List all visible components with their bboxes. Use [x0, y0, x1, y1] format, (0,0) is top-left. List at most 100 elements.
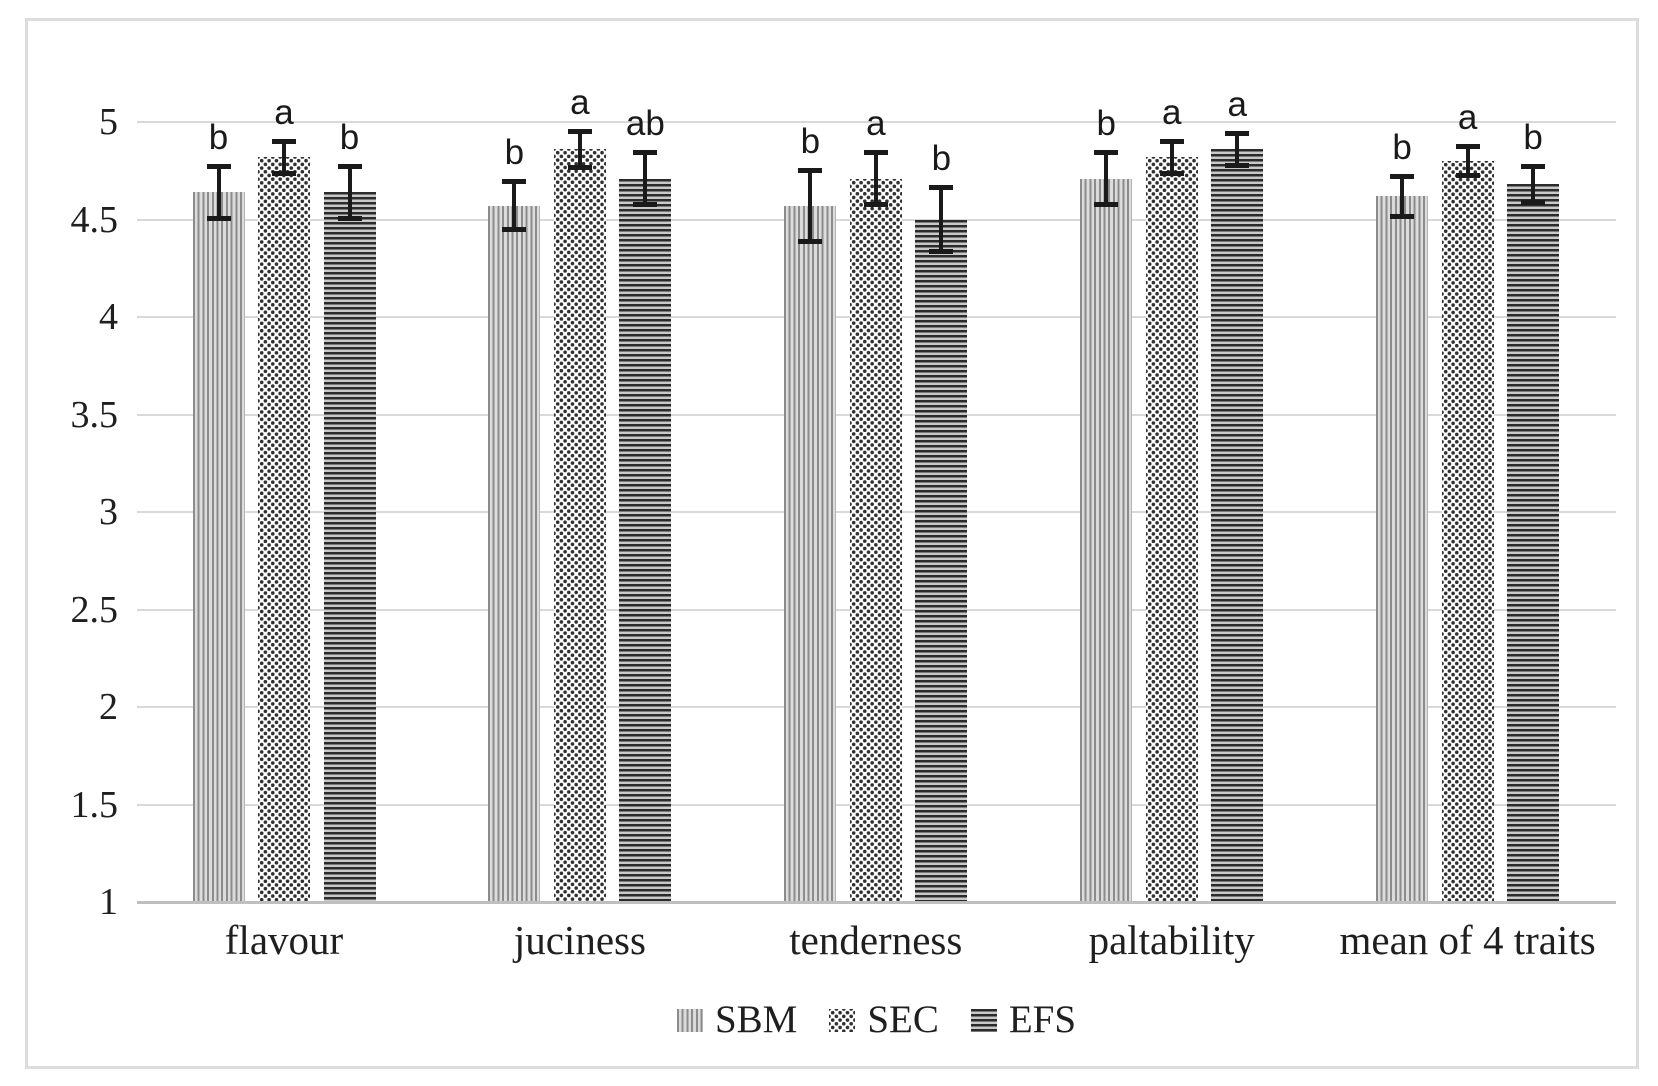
- sig-letter-SEC-tenderness: a: [866, 104, 886, 144]
- errorbar-cap-bottom-EFS-juciness: [633, 201, 658, 207]
- ytick-1: 1: [99, 881, 118, 923]
- errorbar-cap-top-SEC-paltability: [1159, 138, 1184, 144]
- errorbar-line-EFS-juciness: [643, 153, 648, 204]
- errorbar-cap-bottom-SEC-flavour: [272, 170, 296, 176]
- bar-SEC-juciness: [553, 149, 606, 902]
- errorbar-line-SBM-flavour: [216, 166, 221, 218]
- bar-SBM-paltability: [1080, 178, 1133, 902]
- sig-letter-SEC-juciness: a: [570, 82, 590, 122]
- errorbar-line-SEC-flavour: [282, 141, 286, 173]
- errorbar-line-SEC-paltability: [1169, 141, 1174, 173]
- sig-letter-SBM-paltability: b: [1096, 104, 1116, 144]
- legend-label-SEC: SEC: [867, 998, 939, 1041]
- errorbar-cap-bottom-SEC-paltability: [1159, 170, 1184, 176]
- bar-SEC-mean of 4 traits: [1441, 161, 1494, 902]
- errorbar-line-EFS-flavour: [347, 166, 352, 218]
- sig-letter-EFS-juciness: ab: [625, 104, 665, 144]
- errorbar-cap-top-SEC-tenderness: [863, 150, 888, 156]
- ytick-3: 3: [99, 491, 118, 533]
- bar-SEC-paltability: [1145, 157, 1198, 902]
- ytick-3.5: 3.5: [70, 393, 119, 436]
- ytick-4.5: 4.5: [70, 198, 119, 241]
- errorbar-cap-bottom-SEC-mean of 4 traits: [1455, 172, 1480, 178]
- sig-letter-EFS-paltability: a: [1227, 84, 1247, 124]
- errorbar-cap-bottom-SBM-juciness: [502, 227, 527, 233]
- errorbar-cap-top-EFS-juciness: [633, 150, 658, 156]
- xlabel-mean of 4 traits: mean of 4 traits: [1339, 917, 1596, 963]
- errorbar-cap-top-SBM-juciness: [502, 179, 527, 185]
- errorbar-cap-bottom-SEC-tenderness: [863, 201, 888, 207]
- errorbar-line-EFS-paltability: [1235, 133, 1240, 165]
- gridline-5: [137, 121, 1616, 123]
- sig-letter-EFS-tenderness: b: [931, 139, 952, 179]
- bar-SBM-juciness: [488, 205, 541, 902]
- legend-item-SBM: SBM: [676, 998, 798, 1042]
- sig-letter-SEC-flavour: a: [274, 92, 294, 132]
- xlabel-juciness: juciness: [513, 917, 646, 963]
- ytick-2.5: 2.5: [70, 588, 119, 631]
- errorbar-cap-bottom-EFS-tenderness: [929, 248, 954, 254]
- errorbar-line-SBM-paltability: [1104, 153, 1109, 204]
- errorbar-line-SEC-mean of 4 traits: [1465, 147, 1470, 175]
- errorbar-cap-bottom-SBM-tenderness: [798, 238, 823, 244]
- errorbar-cap-top-SEC-juciness: [567, 128, 592, 134]
- sig-letter-SBM-flavour: b: [208, 117, 229, 157]
- legend-label-SBM: SBM: [714, 998, 798, 1041]
- errorbar-cap-top-SEC-mean of 4 traits: [1455, 144, 1480, 150]
- legend: SBM SEC EFS: [137, 998, 1616, 1042]
- errorbar-cap-top-EFS-tenderness: [929, 185, 954, 191]
- x-axis-line: [137, 901, 1616, 904]
- errorbar-cap-bottom-SBM-paltability: [1094, 201, 1119, 207]
- legend-swatch-horizontal-stripes-icon: [970, 1008, 997, 1032]
- ytick-4: 4: [99, 296, 118, 338]
- errorbar-cap-bottom-EFS-flavour: [337, 215, 362, 221]
- errorbar-cap-top-SBM-paltability: [1094, 150, 1119, 156]
- errorbar-cap-top-SBM-mean of 4 traits: [1390, 173, 1415, 179]
- sig-letter-SBM-mean of 4 traits: b: [1392, 127, 1412, 167]
- errorbar-cap-top-SBM-flavour: [206, 163, 231, 169]
- legend-item-EFS: EFS: [970, 998, 1077, 1042]
- errorbar-cap-bottom-EFS-paltability: [1225, 162, 1250, 168]
- xlabel-tenderness: tenderness: [789, 917, 963, 963]
- legend-item-SEC: SEC: [829, 998, 939, 1042]
- ytick-2: 2: [99, 686, 118, 728]
- errorbar-line-EFS-mean of 4 traits: [1531, 166, 1536, 202]
- sig-letter-EFS-mean of 4 traits: b: [1523, 117, 1543, 157]
- errorbar-line-SBM-juciness: [512, 182, 517, 230]
- errorbar-cap-top-SBM-tenderness: [798, 167, 823, 173]
- legend-swatch-vertical-stripes-icon: [676, 1008, 703, 1032]
- ytick-5: 5: [99, 101, 118, 143]
- sig-letter-SEC-mean of 4 traits: a: [1457, 98, 1478, 138]
- sig-letter-SBM-tenderness: b: [800, 121, 821, 161]
- bar-EFS-tenderness: [915, 219, 968, 902]
- errorbar-cap-top-EFS-mean of 4 traits: [1521, 163, 1546, 169]
- sig-letter-SBM-juciness: b: [504, 133, 525, 173]
- sig-letter-SEC-paltability: a: [1161, 92, 1182, 132]
- errorbar-cap-bottom-SEC-juciness: [567, 164, 592, 170]
- legend-label-EFS: EFS: [1008, 998, 1077, 1041]
- errorbar-cap-bottom-SBM-mean of 4 traits: [1390, 213, 1415, 219]
- xlabel-flavour: flavour: [224, 917, 344, 963]
- xlabel-paltability: paltability: [1088, 917, 1255, 963]
- bar-EFS-mean of 4 traits: [1507, 184, 1560, 902]
- bar-SBM-mean of 4 traits: [1376, 196, 1429, 902]
- bar-EFS-juciness: [619, 178, 672, 902]
- sig-letter-EFS-flavour: b: [339, 117, 360, 157]
- errorbar-cap-bottom-EFS-mean of 4 traits: [1521, 200, 1546, 205]
- errorbar-line-SBM-mean of 4 traits: [1400, 176, 1405, 216]
- bar-SEC-flavour: [258, 157, 310, 902]
- errorbar-cap-top-EFS-flavour: [337, 163, 362, 169]
- errorbar-cap-bottom-SBM-flavour: [206, 215, 231, 221]
- errorbar-line-SBM-tenderness: [808, 170, 813, 241]
- errorbar-cap-top-EFS-paltability: [1225, 130, 1250, 136]
- errorbar-line-SEC-tenderness: [873, 153, 878, 204]
- bar-EFS-paltability: [1211, 149, 1264, 902]
- legend-swatch-dots-icon: [829, 1008, 856, 1032]
- bar-SEC-tenderness: [849, 178, 902, 902]
- bar-EFS-flavour: [323, 192, 376, 902]
- errorbar-line-EFS-tenderness: [939, 188, 944, 251]
- errorbar-cap-top-SEC-flavour: [272, 138, 296, 144]
- bar-SBM-flavour: [192, 192, 245, 902]
- errorbar-line-SEC-juciness: [577, 131, 582, 167]
